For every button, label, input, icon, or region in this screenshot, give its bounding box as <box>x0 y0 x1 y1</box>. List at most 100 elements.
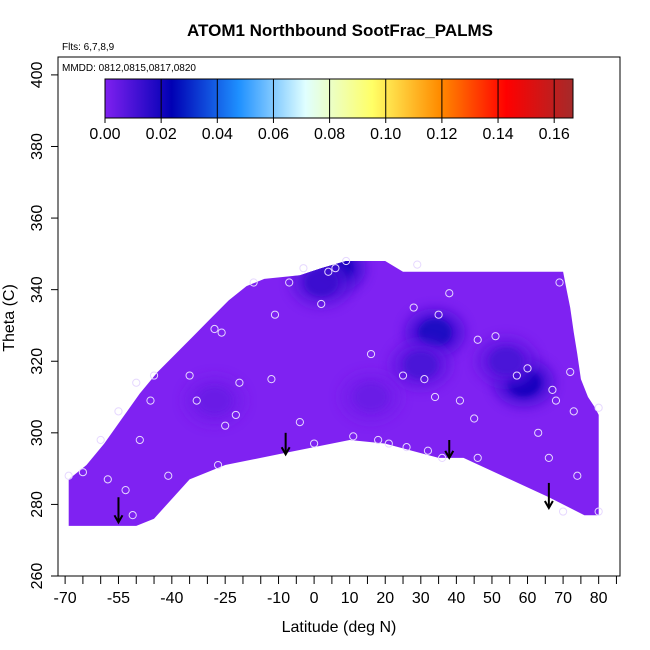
colorbar-tick-label: 0.00 <box>89 126 120 143</box>
observation-point <box>324 267 333 276</box>
x-axis: -70 -55 -40 -25 -10 0 10 20 30 40 50 60 70 80 <box>54 575 617 607</box>
observation-point <box>299 264 308 273</box>
colorbar-tick-label: 0.04 <box>202 126 233 143</box>
chart-title: ATOM1 Northbound SootFrac_PALMS <box>187 21 493 40</box>
x-tick-label: 0 <box>310 590 319 607</box>
y-tick-label: 320 <box>29 348 46 375</box>
observation-point <box>295 417 304 427</box>
observation-point <box>544 453 553 462</box>
y-tick-label: 260 <box>29 563 46 590</box>
field-hotspot <box>489 347 524 376</box>
observation-point <box>217 328 226 337</box>
observation-point <box>213 460 223 470</box>
observation-point <box>402 443 411 452</box>
observation-point <box>270 310 280 319</box>
colorbar-tick-label: 0.10 <box>370 126 401 143</box>
flight-arrow-head <box>444 450 455 460</box>
observation-point <box>349 432 358 441</box>
observation-point <box>146 396 155 405</box>
observation-point <box>473 453 482 462</box>
observation-point <box>210 324 219 334</box>
observation-point <box>366 349 376 359</box>
colorbar-tick-label: 0.12 <box>426 126 457 143</box>
observation-point <box>430 392 440 402</box>
observation-point <box>512 371 521 380</box>
observation-point <box>445 289 454 298</box>
x-tick-label: -55 <box>107 590 130 607</box>
observation-point <box>438 453 447 462</box>
x-tick-label: -10 <box>267 590 290 607</box>
observation-point <box>267 375 276 384</box>
x-tick-label: 20 <box>376 590 394 607</box>
observation-point <box>534 428 543 437</box>
observation-point <box>551 396 561 405</box>
observation-point <box>249 278 258 287</box>
observation-point <box>64 471 73 480</box>
observation-point <box>594 403 603 412</box>
observation-point <box>235 378 244 387</box>
observation-point <box>420 375 429 384</box>
observation-point <box>135 435 144 445</box>
colorbar-tick-label: 0.06 <box>258 126 289 143</box>
field-hotspot <box>418 318 453 347</box>
y-axis-label: Theta (C) <box>1 284 18 352</box>
y-axis: 260 280 300 320 340 360 380 400 <box>29 61 58 589</box>
observation-point <box>285 278 294 287</box>
flight-arrow-head <box>543 500 554 511</box>
field-region <box>68 261 599 530</box>
y-tick-label: 380 <box>29 133 46 160</box>
observation-point <box>132 378 141 387</box>
y-tick-label: 340 <box>29 276 46 303</box>
colorbar-tick-label: 0.08 <box>314 126 345 143</box>
x-tick-label: 80 <box>590 590 608 607</box>
observation-point <box>185 371 194 380</box>
observation-point <box>409 303 418 312</box>
x-tick-label: -70 <box>54 590 77 607</box>
observation-point <box>331 264 340 273</box>
field-hotspot <box>354 383 389 412</box>
x-tick-label: 30 <box>412 590 430 607</box>
colorbar-bar <box>104 78 574 119</box>
y-tick-label: 280 <box>29 491 46 518</box>
observation-point <box>558 507 568 516</box>
colorbar-tick-label: 0.14 <box>482 126 513 143</box>
x-tick-label: 60 <box>519 590 537 607</box>
observation-point <box>384 439 393 448</box>
colorbar-ticks: 0.00 0.02 0.04 0.06 0.08 0.10 0.12 0.14 0.16 <box>89 79 570 143</box>
observation-point <box>192 396 201 405</box>
dates-label: MMDD: 0812,0815,0817,0820 <box>62 63 196 74</box>
colorbar: 0.00 0.02 0.04 0.06 0.08 0.10 0.12 0.14 0.16 <box>89 78 574 143</box>
x-axis-label: Latitude (deg N) <box>282 619 397 636</box>
observation-point <box>121 485 130 495</box>
observation-point <box>374 435 383 445</box>
y-tick-label: 400 <box>29 61 46 88</box>
observation-points <box>64 256 603 520</box>
field-hotspot <box>304 268 339 297</box>
observation-point <box>523 364 532 373</box>
observation-point <box>342 256 351 266</box>
flights-label: Flts: 6,7,8,9 <box>62 42 115 53</box>
observation-point <box>221 421 230 430</box>
x-tick-label: -25 <box>214 590 237 607</box>
field-hotspot <box>403 350 438 379</box>
observation-point <box>555 278 564 287</box>
observation-point <box>96 435 105 445</box>
observation-point <box>455 396 465 405</box>
observation-point <box>573 471 582 480</box>
y-tick-label: 360 <box>29 205 46 232</box>
observation-point <box>398 371 408 380</box>
observation-point <box>413 260 422 269</box>
observation-point <box>128 511 137 520</box>
observation-point <box>317 299 326 309</box>
observation-point <box>423 446 433 455</box>
observation-point <box>473 335 482 344</box>
observation-point <box>594 507 603 516</box>
observation-point <box>78 468 87 477</box>
colorbar-tick-label: 0.02 <box>146 126 177 143</box>
observation-point <box>310 439 319 448</box>
y-tick-label: 300 <box>29 419 46 446</box>
observation-point <box>548 385 557 394</box>
x-tick-label: -40 <box>160 590 183 607</box>
observation-point <box>114 407 123 416</box>
